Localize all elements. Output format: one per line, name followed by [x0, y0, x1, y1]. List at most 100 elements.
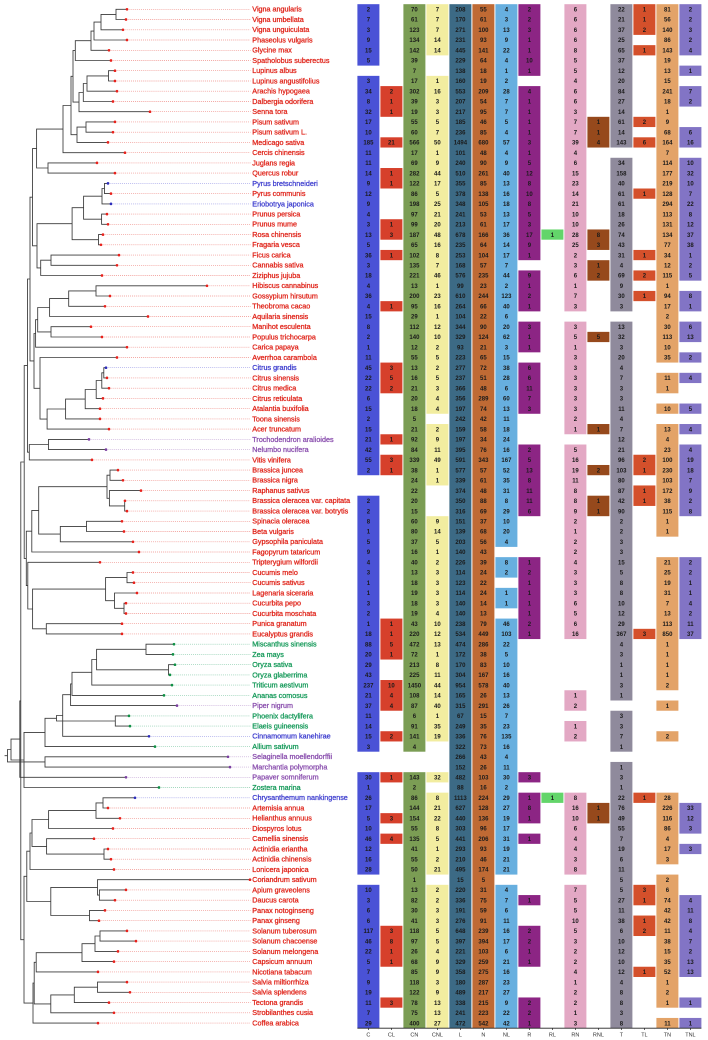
svg-text:5: 5: [574, 59, 578, 65]
svg-text:15: 15: [480, 714, 487, 720]
svg-text:230: 230: [662, 468, 673, 474]
svg-text:3: 3: [620, 1011, 624, 1017]
svg-text:Lupinus angustifolius: Lupinus angustifolius: [252, 76, 320, 85]
svg-text:Salvia splendens: Salvia splendens: [252, 988, 307, 997]
svg-text:Citrus medica: Citrus medica: [252, 384, 296, 393]
svg-text:60: 60: [411, 130, 418, 136]
svg-text:97: 97: [411, 939, 418, 945]
svg-text:19: 19: [411, 612, 418, 618]
svg-text:3: 3: [436, 591, 440, 597]
svg-text:86: 86: [411, 192, 418, 198]
svg-text:61: 61: [480, 479, 487, 485]
svg-text:80: 80: [618, 479, 625, 485]
svg-text:Citrus reticulata: Citrus reticulata: [252, 394, 302, 403]
svg-text:22: 22: [480, 315, 487, 321]
svg-text:21: 21: [572, 202, 579, 208]
svg-text:140: 140: [455, 601, 466, 607]
svg-text:28: 28: [503, 89, 510, 95]
svg-text:6: 6: [620, 857, 624, 863]
svg-text:40: 40: [618, 182, 625, 188]
svg-text:11: 11: [526, 489, 533, 495]
svg-text:Brassica nigra: Brassica nigra: [252, 476, 298, 485]
svg-text:7: 7: [436, 130, 440, 136]
svg-text:9: 9: [436, 960, 440, 966]
svg-text:3: 3: [528, 28, 532, 34]
svg-text:11: 11: [664, 376, 671, 382]
svg-text:1: 1: [528, 581, 532, 587]
svg-text:4: 4: [574, 561, 578, 567]
svg-text:RN: RN: [571, 1032, 579, 1038]
svg-text:3: 3: [574, 581, 578, 587]
svg-text:8: 8: [367, 100, 371, 106]
svg-text:159: 159: [455, 427, 466, 433]
svg-text:3: 3: [367, 601, 371, 607]
svg-text:610: 610: [455, 294, 466, 300]
svg-text:Zostera marina: Zostera marina: [252, 783, 300, 792]
svg-text:11: 11: [618, 407, 625, 413]
svg-text:1113: 1113: [454, 796, 467, 802]
svg-text:15: 15: [411, 509, 418, 515]
svg-text:20: 20: [618, 79, 625, 85]
svg-text:244: 244: [478, 294, 489, 300]
svg-text:209: 209: [478, 89, 489, 95]
svg-text:1: 1: [597, 130, 601, 136]
svg-text:3: 3: [620, 653, 624, 659]
svg-text:1: 1: [390, 468, 394, 474]
svg-text:3: 3: [574, 591, 578, 597]
svg-text:3: 3: [620, 724, 624, 730]
svg-text:172: 172: [455, 653, 466, 659]
svg-text:48: 48: [480, 489, 487, 495]
svg-text:18: 18: [503, 202, 510, 208]
svg-text:11: 11: [365, 161, 372, 167]
svg-text:Vitis vinifera: Vitis vinifera: [252, 455, 291, 464]
svg-text:34: 34: [618, 161, 625, 167]
svg-text:4: 4: [367, 561, 371, 567]
svg-text:10: 10: [572, 212, 579, 218]
svg-text:20: 20: [503, 325, 510, 331]
svg-text:1: 1: [666, 386, 670, 392]
svg-text:10: 10: [365, 130, 372, 136]
svg-text:81: 81: [664, 8, 671, 14]
svg-text:N: N: [481, 1032, 485, 1038]
svg-text:14: 14: [434, 530, 441, 536]
svg-text:4: 4: [505, 8, 509, 14]
svg-text:13: 13: [503, 28, 510, 34]
svg-text:242: 242: [455, 417, 466, 423]
svg-text:37: 37: [618, 28, 625, 34]
svg-text:289: 289: [478, 397, 489, 403]
svg-text:117: 117: [364, 929, 374, 935]
svg-text:10: 10: [664, 407, 671, 413]
svg-text:6: 6: [574, 161, 578, 167]
svg-text:23: 23: [572, 182, 579, 188]
svg-text:293: 293: [455, 847, 466, 853]
svg-text:203: 203: [455, 540, 466, 546]
svg-text:16: 16: [434, 243, 441, 249]
svg-text:68: 68: [480, 530, 487, 536]
svg-text:Daucus carota: Daucus carota: [252, 896, 298, 905]
svg-text:3: 3: [367, 898, 371, 904]
svg-text:43: 43: [365, 673, 372, 679]
svg-text:7: 7: [505, 264, 509, 270]
svg-text:22: 22: [687, 202, 694, 208]
svg-text:2: 2: [390, 735, 394, 741]
svg-text:2: 2: [505, 786, 509, 792]
svg-text:39: 39: [480, 561, 487, 567]
svg-text:5: 5: [390, 376, 394, 382]
svg-text:591: 591: [455, 458, 466, 464]
svg-text:2: 2: [528, 18, 532, 24]
svg-text:160: 160: [455, 79, 466, 85]
svg-text:93: 93: [480, 38, 487, 44]
svg-text:7: 7: [620, 837, 624, 843]
svg-text:35: 35: [664, 356, 671, 362]
svg-text:229: 229: [455, 59, 466, 65]
svg-text:1: 1: [643, 18, 647, 24]
svg-text:27: 27: [618, 100, 625, 106]
svg-text:R: R: [527, 1032, 531, 1038]
svg-text:3: 3: [620, 386, 624, 392]
svg-text:6: 6: [505, 909, 509, 915]
svg-text:27: 27: [503, 806, 510, 812]
svg-text:2: 2: [505, 79, 509, 85]
svg-text:13: 13: [687, 970, 694, 976]
svg-text:316: 316: [455, 509, 466, 515]
svg-text:15: 15: [572, 171, 579, 177]
